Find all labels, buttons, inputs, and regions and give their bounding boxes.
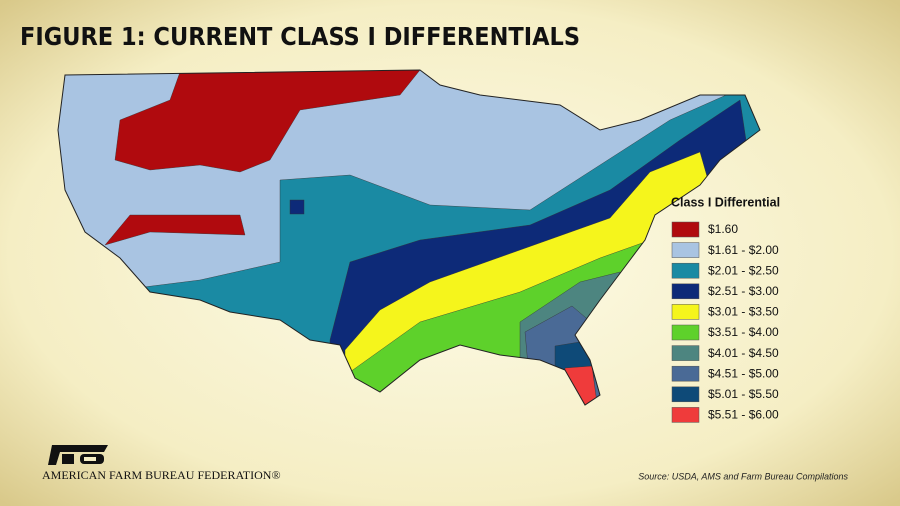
organization-name: AMERICAN FARM BUREAU FEDERATION® — [42, 468, 281, 482]
legend-swatch — [671, 386, 700, 403]
legend-swatch — [671, 262, 700, 279]
legend-title: Class I Differential — [671, 195, 780, 209]
legend-swatch — [671, 407, 700, 423]
logo — [48, 445, 108, 465]
title: FIGURE 1: CURRENT CLASS I DIFFERENTIALS — [20, 22, 580, 51]
legend-label: $3.01 - $3.50 — [708, 305, 779, 319]
legend-label: $1.61 - $2.00 — [708, 243, 779, 257]
legend: Class I Differential $1.60 $1.61 - $2.00 $… — [671, 195, 780, 423]
map-region — [114, 70, 421, 173]
source-note: Source: USDA, AMS and Farm Bureau Compil… — [638, 471, 848, 481]
legend-label: $5.01 - $5.50 — [708, 387, 779, 401]
legend-swatch — [671, 283, 700, 300]
legend-swatch — [671, 345, 700, 361]
legend-swatch — [671, 365, 700, 382]
legend-label: $4.01 - $4.50 — [708, 346, 779, 360]
legend-swatch — [671, 221, 700, 238]
legend-swatch — [671, 324, 700, 341]
legend-label: $5.51 - $6.00 — [708, 408, 779, 422]
legend-label: $4.51 - $5.00 — [708, 366, 779, 380]
legend-label: $2.01 - $2.50 — [708, 263, 779, 277]
legend-swatch — [671, 304, 700, 320]
map-region — [104, 214, 246, 246]
legend-label: $2.51 - $3.00 — [708, 284, 779, 298]
map-region — [289, 199, 305, 215]
legend-label: $3.51 - $4.00 — [708, 325, 779, 339]
legend-swatch — [671, 242, 700, 258]
legend-label: $1.60 — [708, 222, 738, 236]
